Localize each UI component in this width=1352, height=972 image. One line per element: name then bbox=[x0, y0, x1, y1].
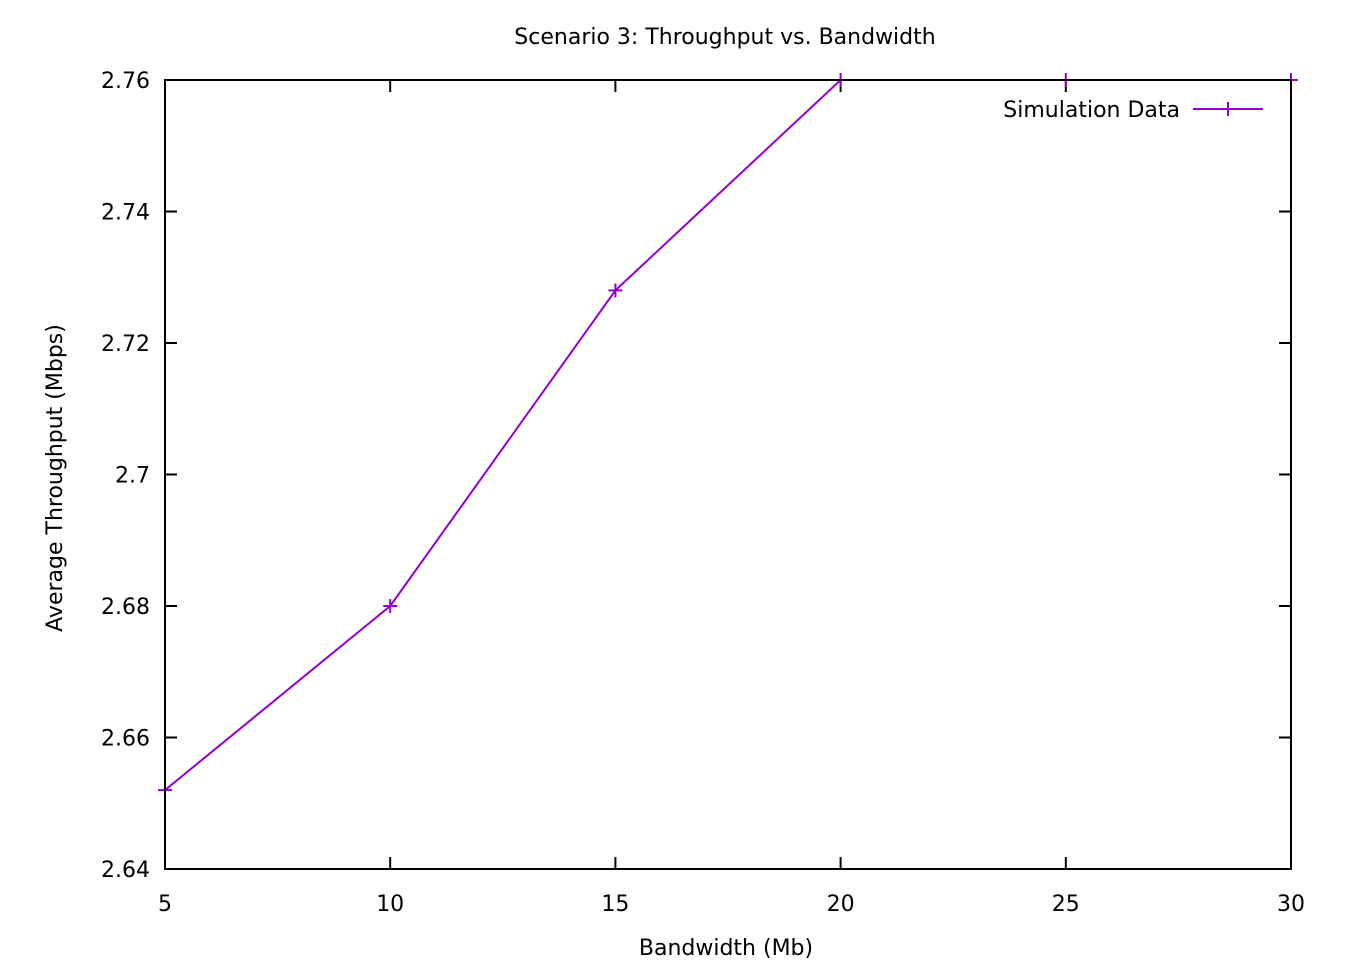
x-tick-label: 25 bbox=[1052, 892, 1080, 917]
legend: Simulation Data bbox=[1003, 98, 1263, 123]
x-tick-label: 20 bbox=[827, 892, 855, 917]
y-tick-label: 2.66 bbox=[101, 727, 150, 752]
y-tick-label: 2.74 bbox=[101, 201, 150, 226]
chart-title: Scenario 3: Throughput vs. Bandwidth bbox=[514, 25, 935, 50]
x-axis-label: Bandwidth (Mb) bbox=[639, 936, 813, 961]
axis-ticks: 5 10 15 20 25 30 2.64 2.66 2.68 2.7 2.72 2.74 2.76 bbox=[101, 69, 1305, 917]
x-tick-label: 5 bbox=[158, 892, 172, 917]
x-tick-label: 30 bbox=[1277, 892, 1305, 917]
x-tick-label: 15 bbox=[601, 892, 629, 917]
data-point bbox=[383, 599, 398, 613]
legend-entry-label: Simulation Data bbox=[1003, 98, 1180, 123]
y-tick-label: 2.7 bbox=[115, 464, 150, 489]
y-tick-label: 2.68 bbox=[101, 595, 150, 620]
series-line bbox=[164, 79, 1291, 791]
y-tick-label: 2.64 bbox=[101, 858, 150, 883]
plot-frame bbox=[164, 79, 1292, 870]
y-axis-label: Average Throughput (Mbps) bbox=[43, 324, 68, 632]
y-tick-label: 2.76 bbox=[101, 69, 150, 94]
series-layer bbox=[158, 73, 1298, 798]
x-tick-label: 10 bbox=[376, 892, 404, 917]
data-point bbox=[608, 283, 623, 298]
y-tick-label: 2.72 bbox=[101, 332, 150, 357]
